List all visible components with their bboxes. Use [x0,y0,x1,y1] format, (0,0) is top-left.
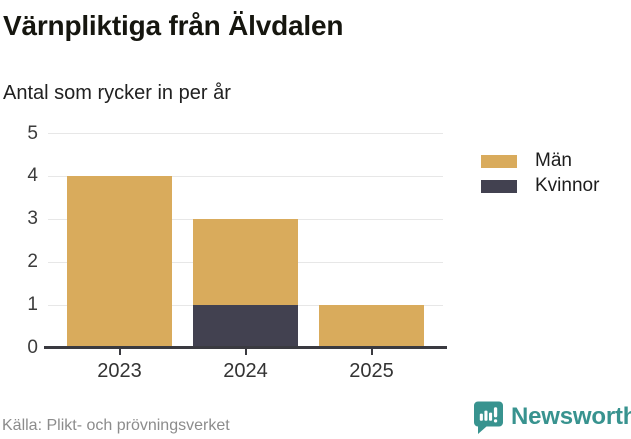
legend-label-kvinnor: Kvinnor [535,175,600,196]
bar-män-2023 [67,176,172,348]
y-axis-label-1: 1 [27,294,38,316]
bar-män-2024 [193,219,298,306]
y-axis-label-2: 2 [27,251,38,273]
chart-subtitle: Antal som rycker in per år [3,82,231,104]
legend: Män Kvinnor [481,149,599,199]
newsworthy-wordmark: Newsworthy [511,403,631,430]
gridline-5 [48,133,443,134]
x-axis-line [44,346,447,349]
bar-chart-speech-bubble-icon [474,401,503,434]
legend-item-kvinnor: Kvinnor [481,174,599,198]
x-axis-tick-2025 [370,349,373,355]
x-axis-label-2024: 2024 [223,360,268,382]
bar-män-2025 [319,305,424,348]
x-axis-tick-2024 [244,349,247,355]
x-axis-label-2023: 2023 [97,360,142,382]
y-axis-label-5: 5 [27,122,38,144]
source-note: Källa: Plikt- och prövningsverket [2,417,230,434]
y-axis-label-3: 3 [27,208,38,230]
legend-swatch-man [481,154,517,168]
x-axis-label-2025: 2025 [349,360,394,382]
bar-kvinnor-2024 [193,305,298,348]
chart-title: Värnpliktiga från Älvdalen [3,10,344,41]
legend-label-man: Män [535,150,572,171]
gridline-4 [48,175,443,177]
legend-swatch-kvinnor [481,179,517,193]
y-axis-label-4: 4 [27,165,38,187]
newsworthy-logo: Newsworthy [473,400,631,434]
y-axis-label-0: 0 [27,337,38,358]
legend-item-man: Män [481,149,599,173]
x-axis-tick-2023 [118,349,121,355]
